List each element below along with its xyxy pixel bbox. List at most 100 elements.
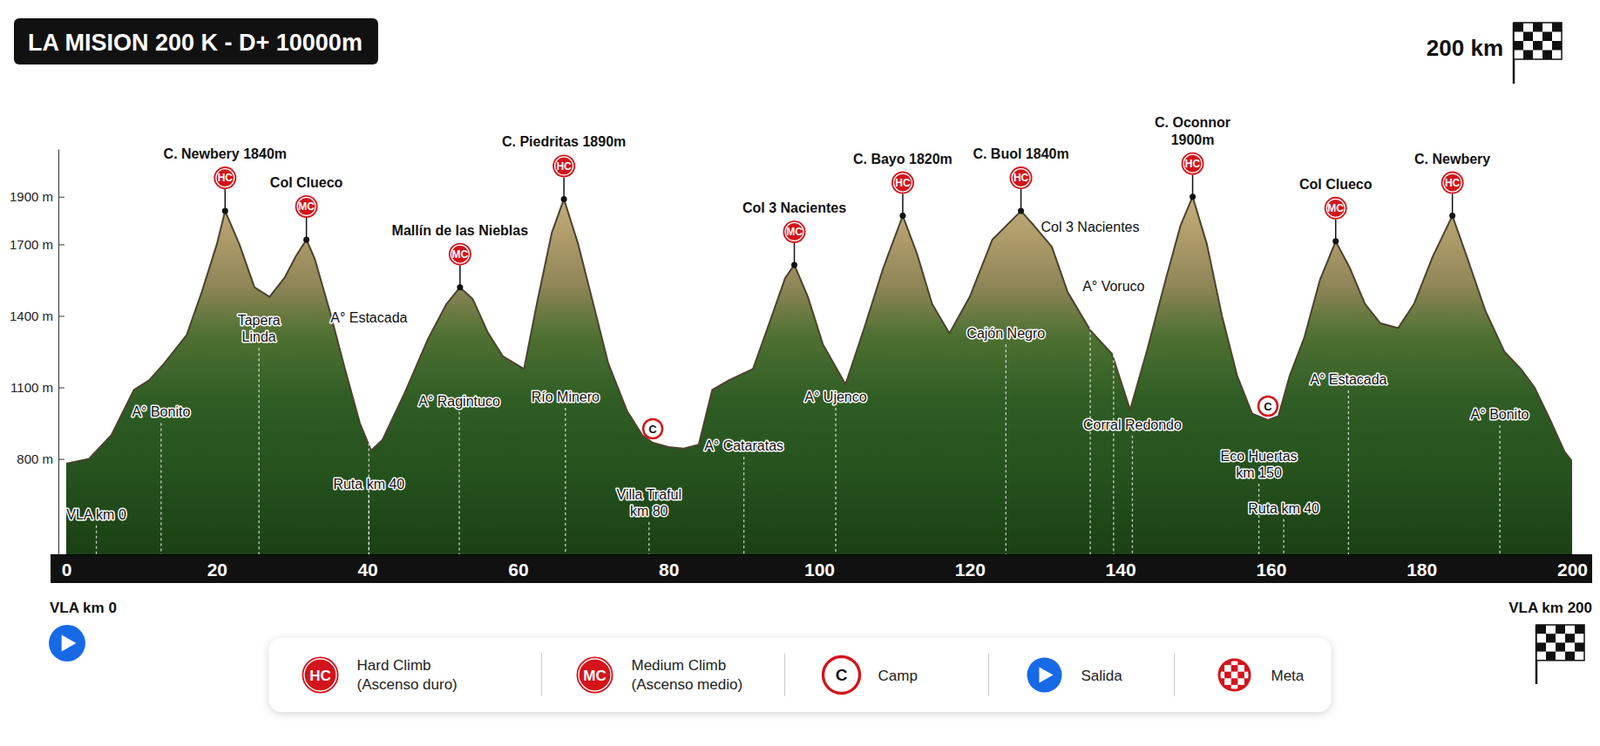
badge [1010, 166, 1033, 190]
peak-dot [561, 196, 568, 203]
peak-stem [224, 189, 227, 211]
place-label: Río Minero [531, 389, 600, 405]
flag-square [1574, 624, 1585, 634]
guide-line [160, 422, 162, 555]
peak-dot [899, 212, 906, 219]
meta-square [1231, 671, 1239, 679]
flag-square [1545, 651, 1556, 661]
badge [302, 657, 339, 694]
peak-label: Col 3 Nacientes [742, 200, 847, 216]
flag-square [1513, 40, 1524, 51]
badge-text: HC [1444, 176, 1461, 190]
plot-area [66, 196, 1573, 555]
x-tick: 200 [1557, 554, 1588, 580]
flag-square [1545, 633, 1556, 643]
y-tick-mark [58, 315, 65, 317]
peak: HCC. Newbery [1414, 151, 1491, 220]
badge-inner-ring [304, 658, 337, 692]
y-tick-label: 1700 m [9, 237, 54, 252]
flag-square [1555, 642, 1566, 651]
peak-stem [901, 194, 904, 217]
meta-square [1237, 677, 1245, 685]
badge-ring [823, 657, 861, 694]
x-tick: 140 [1105, 554, 1137, 580]
badge-inner-ring [297, 196, 316, 216]
flag-square [1532, 40, 1543, 51]
guide-line [743, 456, 745, 555]
elevation-line [66, 196, 1573, 464]
badge [552, 154, 576, 177]
start-label: VLA km 0 [49, 599, 117, 617]
peaks: HCC. Newbery 1840mMCCol CluecoMCMallín d… [163, 115, 1492, 291]
peak: HC C. Newbery 1840m [163, 146, 287, 215]
guide-line [564, 407, 566, 555]
title-box: LA MISION 200 K - D+ 10000m [13, 18, 379, 65]
guide-line [95, 525, 97, 555]
background [0, 0, 1600, 746]
peak-dot [1189, 193, 1196, 200]
x-tick-label: 100 [804, 559, 835, 580]
place-label: Ruta km 40 [1247, 501, 1320, 516]
badge-inner-ring [893, 173, 912, 192]
y-axis-line [58, 149, 60, 556]
legend-separator [1173, 653, 1175, 697]
badge [448, 243, 472, 266]
flag-square [1552, 40, 1562, 51]
peak-stem [1020, 189, 1023, 211]
legend-box [269, 637, 1332, 712]
x-tick: 20 [207, 554, 228, 580]
badge-text: MC [786, 225, 803, 238]
place-label: km 150 [1235, 465, 1282, 481]
badge-text: MC [298, 200, 315, 213]
peak-label: Mallín de las Nieblas [392, 223, 529, 238]
y-tick-mark [58, 459, 65, 461]
camp: C [643, 419, 663, 439]
guide-line [1132, 435, 1133, 555]
x-tick-label: 200 [1557, 559, 1588, 580]
x-tick-label: 60 [508, 559, 529, 580]
meta-square [1218, 671, 1226, 679]
peak: MCCol Clueco [270, 175, 344, 243]
badge [213, 166, 237, 190]
peak: HCC. Oconnor1900m [1154, 115, 1231, 201]
badge-text: HC [1013, 171, 1030, 184]
guide-line [258, 347, 260, 555]
flag-square [1574, 642, 1585, 651]
peak: MC Col 3 Nacientes [742, 200, 847, 269]
place-label: Linda [242, 329, 277, 345]
legend-label: Hard Climb [357, 657, 432, 674]
start: VLA km 0 [48, 599, 117, 662]
legend-label: (Ascenso medio) [631, 676, 744, 693]
x-tick-label: 20 [207, 559, 228, 580]
badge-text: MC [452, 248, 469, 261]
badge-inner-ring [1011, 169, 1031, 188]
badge [891, 171, 915, 195]
legend-item: Meta [1218, 658, 1305, 692]
peak-stem [793, 243, 796, 265]
flag-square [1523, 32, 1533, 42]
legend-label: Camp [878, 667, 918, 685]
place-label: km 80 [630, 503, 669, 519]
x-tick-label: 160 [1255, 559, 1287, 580]
meta-square [1231, 684, 1239, 692]
guides [96, 237, 1500, 555]
camp: C [1258, 396, 1278, 416]
badge-text: C [648, 422, 658, 436]
guide-line [368, 494, 370, 555]
peak-dot [791, 261, 798, 268]
badge-inner-ring [578, 658, 611, 692]
peak-stem [1192, 175, 1194, 197]
title-background [13, 18, 379, 65]
meta-square [1237, 664, 1245, 672]
y-tick-label: 800 m [16, 451, 54, 467]
badge-text: HC [217, 171, 234, 184]
y-axis: 800 m1100 m1400 m1700 m1900 m [9, 149, 65, 556]
meta-square [1231, 658, 1239, 666]
peak-label: C. Newbery 1840m [163, 146, 287, 162]
meta-checks [1218, 658, 1252, 692]
flag-square [1552, 22, 1562, 33]
peak-dot [222, 208, 229, 215]
legend-item: Salida [1027, 657, 1124, 693]
x-axis: 020406080100120140160180200 [61, 554, 1588, 580]
x-tick: 120 [955, 554, 986, 580]
